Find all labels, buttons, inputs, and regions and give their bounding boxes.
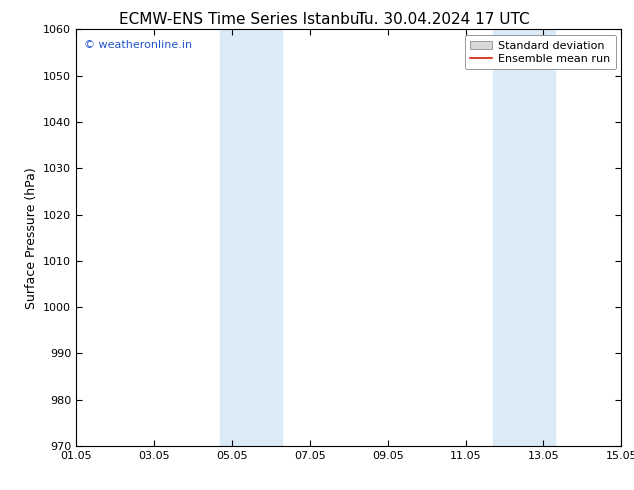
Y-axis label: Surface Pressure (hPa): Surface Pressure (hPa)	[25, 167, 37, 309]
Text: Tu. 30.04.2024 17 UTC: Tu. 30.04.2024 17 UTC	[358, 12, 530, 27]
Legend: Standard deviation, Ensemble mean run: Standard deviation, Ensemble mean run	[465, 35, 616, 70]
Text: © weatheronline.in: © weatheronline.in	[84, 40, 192, 50]
Text: ECMW-ENS Time Series Istanbul: ECMW-ENS Time Series Istanbul	[119, 12, 363, 27]
Bar	[220, 29, 283, 446]
Bar	[493, 29, 555, 446]
